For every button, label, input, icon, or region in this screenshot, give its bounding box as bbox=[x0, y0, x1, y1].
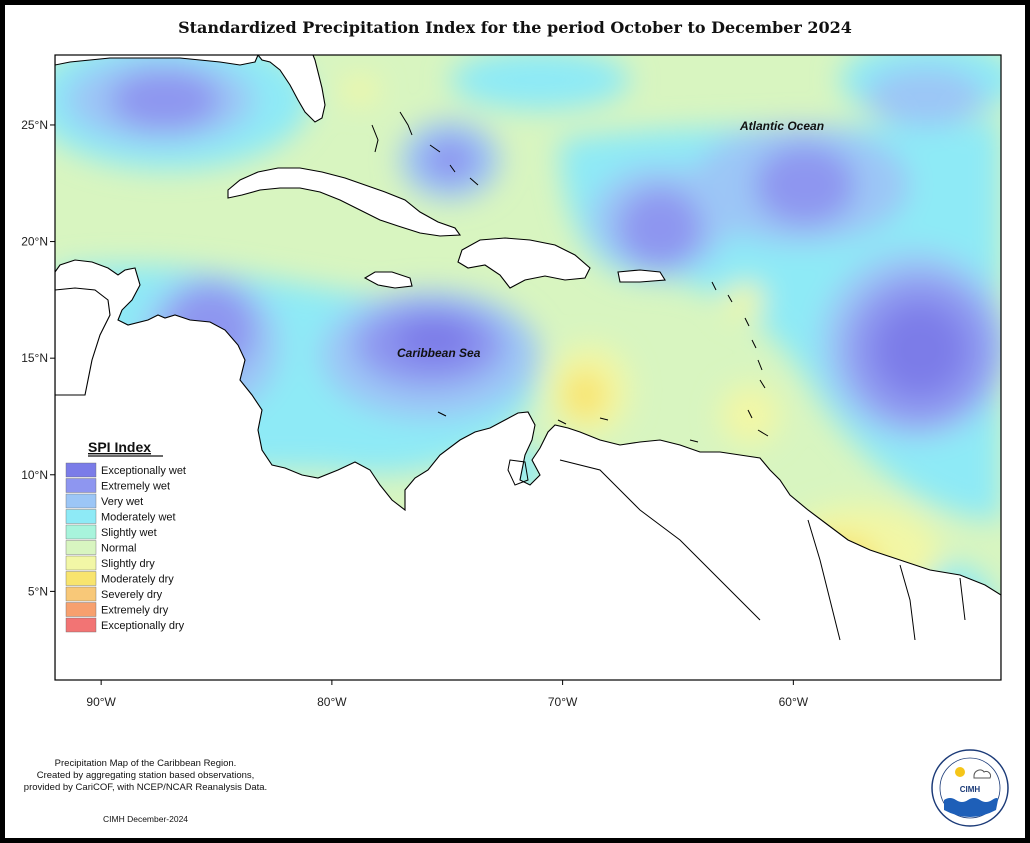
legend-label: Slightly dry bbox=[101, 558, 155, 570]
x-tick-label: 80°W bbox=[317, 695, 347, 709]
lake-maracaibo bbox=[507, 459, 529, 486]
legend-label: Slightly wet bbox=[101, 527, 157, 539]
legend-swatch bbox=[65, 493, 97, 509]
bahamas-islands bbox=[371, 111, 479, 186]
slightly-dry-antigua bbox=[725, 282, 765, 318]
legend-label: Extremely wet bbox=[101, 481, 170, 493]
extremely-wet-bahamas bbox=[422, 138, 478, 182]
hispaniola bbox=[457, 237, 591, 289]
extremely-wet-atlantic-north bbox=[755, 145, 855, 225]
legend-title: SPI Index bbox=[88, 439, 151, 455]
caribbean-sea-label: Caribbean Sea bbox=[397, 346, 481, 360]
exceptionally-wet-caribbean bbox=[395, 318, 475, 362]
legend-swatch bbox=[65, 478, 97, 493]
exceptionally-wet-atlantic bbox=[875, 305, 965, 395]
y-tick-label: 25°N bbox=[21, 118, 48, 132]
waves-icon bbox=[944, 798, 998, 817]
legend-label: Moderately dry bbox=[101, 574, 174, 586]
logo-text: CIMH bbox=[960, 785, 981, 794]
legend-swatch bbox=[65, 524, 97, 540]
footer-note: CIMH December-2024 bbox=[103, 814, 189, 824]
jamaica bbox=[363, 271, 413, 289]
sun-icon bbox=[955, 767, 965, 777]
slightly-dry-florida bbox=[342, 76, 378, 104]
legend-label: Exceptionally wet bbox=[101, 465, 186, 477]
credit-line-1: Precipitation Map of the Caribbean Regio… bbox=[54, 758, 237, 769]
legend-swatch bbox=[65, 571, 97, 586]
legend-swatch bbox=[65, 602, 97, 617]
moderately-dry-curacao bbox=[563, 370, 607, 420]
legend-label: Extremely dry bbox=[101, 605, 169, 617]
y-tick-label: 20°N bbox=[21, 235, 48, 249]
yucatan bbox=[55, 287, 111, 396]
central-south-america bbox=[55, 259, 1001, 680]
wet-zone-bahamas-north bbox=[450, 55, 630, 110]
small-islands bbox=[437, 411, 699, 443]
credit-text: Precipitation Map of the Caribbean Regio… bbox=[8, 758, 283, 794]
legend-swatch bbox=[65, 540, 97, 555]
y-axis: 25°N 20°N 15°N 10°N 5°N bbox=[21, 118, 55, 598]
legend-swatch bbox=[65, 509, 97, 524]
lesser-antilles bbox=[711, 281, 769, 437]
extremely-wet-atlantic-west bbox=[618, 188, 702, 268]
cloud-icon bbox=[973, 769, 991, 779]
cuba bbox=[227, 167, 462, 237]
legend-label: Severely dry bbox=[101, 589, 163, 601]
x-axis: 90°W 80°W 70°W 60°W bbox=[86, 680, 809, 709]
x-tick-label: 70°W bbox=[548, 695, 578, 709]
x-tick-label: 90°W bbox=[86, 695, 116, 709]
y-tick-label: 15°N bbox=[21, 351, 48, 365]
land-masses bbox=[55, 55, 1001, 680]
y-tick-label: 10°N bbox=[21, 468, 48, 482]
legend-swatch bbox=[65, 586, 97, 602]
cimh-logo: CIMH bbox=[931, 749, 1009, 827]
plot-border bbox=[54, 54, 1002, 681]
legend-label: Exceptionally dry bbox=[101, 620, 185, 632]
islands bbox=[371, 111, 966, 641]
atlantic-ocean-label: Atlantic Ocean bbox=[739, 119, 824, 133]
extremely-wet-gulf bbox=[110, 70, 220, 130]
florida bbox=[257, 55, 326, 123]
legend-swatch bbox=[65, 555, 97, 571]
map-title: Standardized Precipitation Index for the… bbox=[178, 18, 852, 37]
puerto-rico bbox=[617, 269, 666, 283]
legend-label: Very wet bbox=[101, 496, 143, 508]
legend-swatch bbox=[65, 617, 97, 633]
very-wet-atlantic-top bbox=[865, 67, 985, 127]
legend-label: Normal bbox=[101, 543, 136, 555]
gulf-coast bbox=[55, 55, 259, 66]
country-borders bbox=[559, 459, 966, 641]
spi-legend: SPI Index Exceptionally wet Extremely wet… bbox=[65, 439, 186, 633]
legend-label: Moderately wet bbox=[101, 512, 176, 524]
x-tick-label: 60°W bbox=[779, 695, 809, 709]
legend-swatch bbox=[65, 462, 97, 478]
credit-line-3: provided by CariCOF, with NCEP/NCAR Rean… bbox=[23, 782, 268, 793]
y-tick-label: 5°N bbox=[28, 584, 48, 598]
credit-line-2: Created by aggregating station based obs… bbox=[36, 770, 255, 781]
